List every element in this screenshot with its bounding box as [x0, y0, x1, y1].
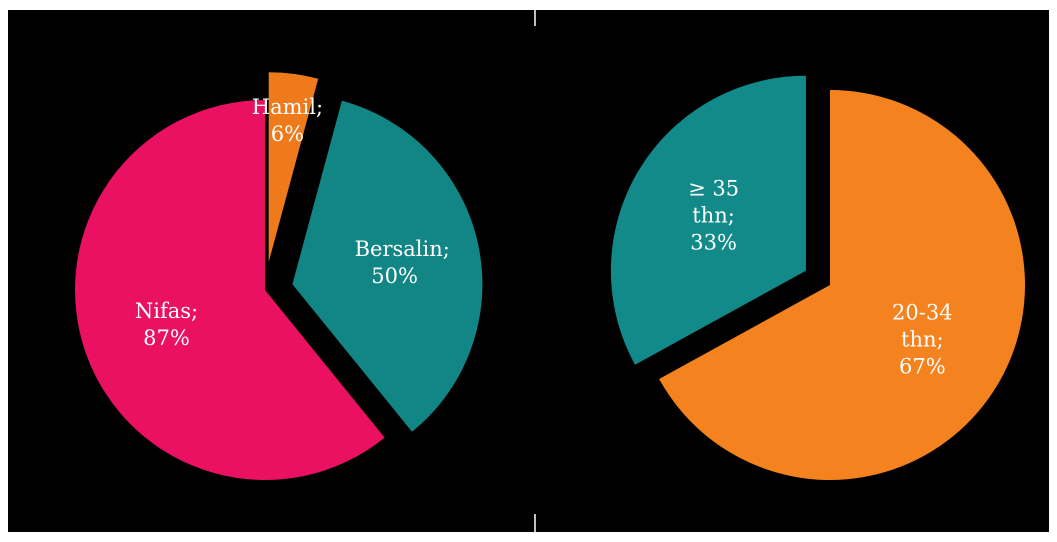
- pie-slice: [268, 72, 319, 263]
- category-label: ≥ 35 thn;: [688, 176, 740, 228]
- data-label: Bersalin; 50%: [354, 236, 450, 290]
- value-label: 67%: [898, 354, 946, 379]
- value-label: 33%: [690, 230, 737, 255]
- data-label: Hamil; 6%: [232, 94, 342, 148]
- value-label: 87%: [143, 325, 190, 350]
- category-label: Hamil;: [251, 94, 324, 119]
- pie-slice: [610, 75, 806, 365]
- pie-slice: [75, 100, 385, 480]
- pie-slice: [292, 100, 483, 432]
- value-label: 6%: [270, 121, 305, 146]
- value-label: 50%: [371, 263, 418, 288]
- data-label: ≥ 35 thn; 33%: [674, 176, 754, 257]
- category-label: Bersalin;: [354, 236, 450, 261]
- category-label: 20-34 thn;: [892, 300, 953, 352]
- data-label: Nifas; 87%: [127, 298, 207, 352]
- pie-slice: [659, 90, 1025, 480]
- data-label: 20-34 thn; 67%: [882, 299, 962, 380]
- category-label: Nifas;: [134, 298, 199, 323]
